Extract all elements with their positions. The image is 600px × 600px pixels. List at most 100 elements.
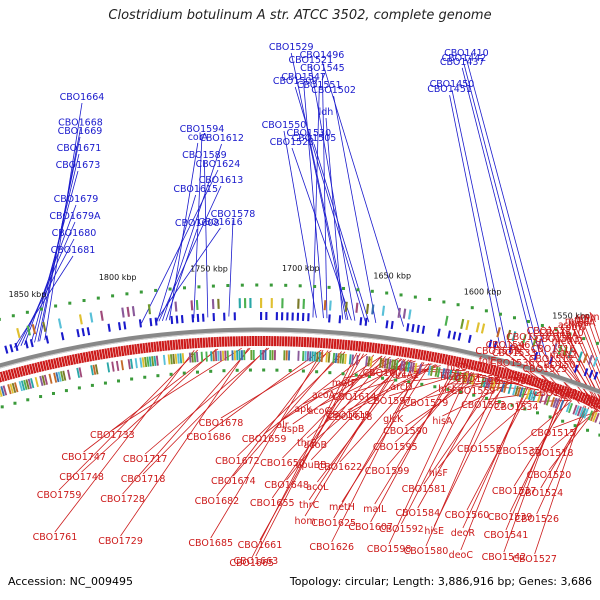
reverse-gene-arrow [398,346,403,357]
cog-block [565,402,571,413]
outer-tick [182,286,186,290]
reverse-gene-arrow [360,341,364,352]
cog-block [146,356,150,367]
reverse-gene-arrow [317,337,321,348]
cog-block [574,405,580,416]
red-gene-label: CBO1518 [529,448,574,459]
red-leader-line [423,378,498,485]
blue-leader-line [13,255,74,348]
inner-tick [367,375,371,379]
cog-block [482,377,487,388]
reverse-gene-arrow [392,345,397,356]
red-leader-line [210,349,324,539]
red-gene-label: CBO1507 [537,360,582,371]
reverse-gene-arrow [120,345,125,357]
blue-gene-label: CBO1545 [300,63,345,74]
red-gene-label: CBO1579 [404,398,449,409]
blue-gene-label: CBO1613 [199,175,244,186]
forward-gene-arrow [307,313,310,322]
cog-block [441,368,446,379]
cog-block [174,353,178,364]
reverse-gene-arrow [63,355,69,367]
red-leader-line [142,347,268,475]
cog-block [411,362,415,373]
cog-block [78,367,83,378]
red-gene-label: mtbA [553,330,579,341]
cog-block [395,360,399,371]
red-gene-label: ogt [510,342,526,353]
reverse-gene-arrow [319,337,323,349]
cog-block [480,376,485,387]
reverse-gene-arrow [28,363,34,375]
cog-block [250,350,253,361]
inner-tick [143,375,147,379]
outer-tick [526,320,530,324]
red-gene-label: CBO1537 [492,486,537,497]
cog-block [381,305,386,316]
outer-tick [582,337,586,341]
inner-tick [394,378,398,382]
blue-leader-line [165,228,198,321]
forward-gene-arrow [467,334,472,343]
map-title: Clostridium botulinum A str. ATCC 3502, … [108,8,492,23]
red-gene-label: hisC [447,362,468,373]
red-leader-line [548,409,596,471]
blue-leader-line [308,138,347,320]
reverse-gene-arrow [366,342,370,353]
red-leader-line [308,358,405,501]
cog-block [259,350,262,361]
outer-tick [470,306,474,310]
cog-block [89,312,94,323]
reverse-gene-arrow [585,394,591,405]
red-leader-line [437,381,509,469]
reverse-gene-arrow [208,337,211,348]
reverse-gene-arrow [357,341,362,352]
cog-block [552,397,558,408]
reverse-gene-arrow [303,337,307,348]
reverse-gene-arrow [69,354,74,366]
inner-tick [103,381,107,385]
cog-block [466,373,471,384]
cog-block [219,350,222,361]
reverse-gene-arrow [349,340,353,351]
inner-tick [0,405,4,409]
inner-tick [288,368,292,372]
reverse-gene-arrow [562,386,568,397]
cog-block [134,358,138,369]
inner-tick [535,411,539,415]
reverse-gene-arrow [213,337,217,348]
red-leader-line [112,347,242,431]
reverse-gene-arrow [409,347,413,359]
red-gene-label: CBO1526 [514,514,559,525]
blue-leader-line [321,60,405,327]
red-gene-label: arcA2 [392,370,419,381]
red-gene-label: aspB [281,424,304,435]
reverse-gene-arrow [515,371,521,382]
inner-tick [301,369,305,373]
red-leader-line [220,350,332,419]
reverse-gene-arrow [61,356,66,367]
cog-block [525,389,531,400]
red-leader-line [370,367,455,523]
reverse-gene-arrow [5,370,10,381]
cog-block [496,327,501,338]
reverse-gene-arrow [0,371,5,382]
inner-tick [472,393,476,397]
outer-tick [428,297,432,301]
cog-block [34,376,39,388]
cog-block [351,354,354,365]
red-gene-label: hisA [432,416,453,427]
outer-tick [313,284,317,288]
reverse-gene-arrow [311,337,315,348]
reverse-gene-arrow [525,374,531,385]
reverse-gene-arrow [567,387,573,399]
outer-tick [327,285,331,289]
reverse-gene-arrow [93,350,98,361]
reverse-gene-arrow [243,336,247,347]
red-leader-line [569,319,600,392]
outer-tick [484,309,488,313]
red-gene-label: CBO1622 [318,462,363,473]
cog-block [271,350,274,361]
cog-block [78,314,83,325]
red-gene-label: hisE [424,526,444,537]
